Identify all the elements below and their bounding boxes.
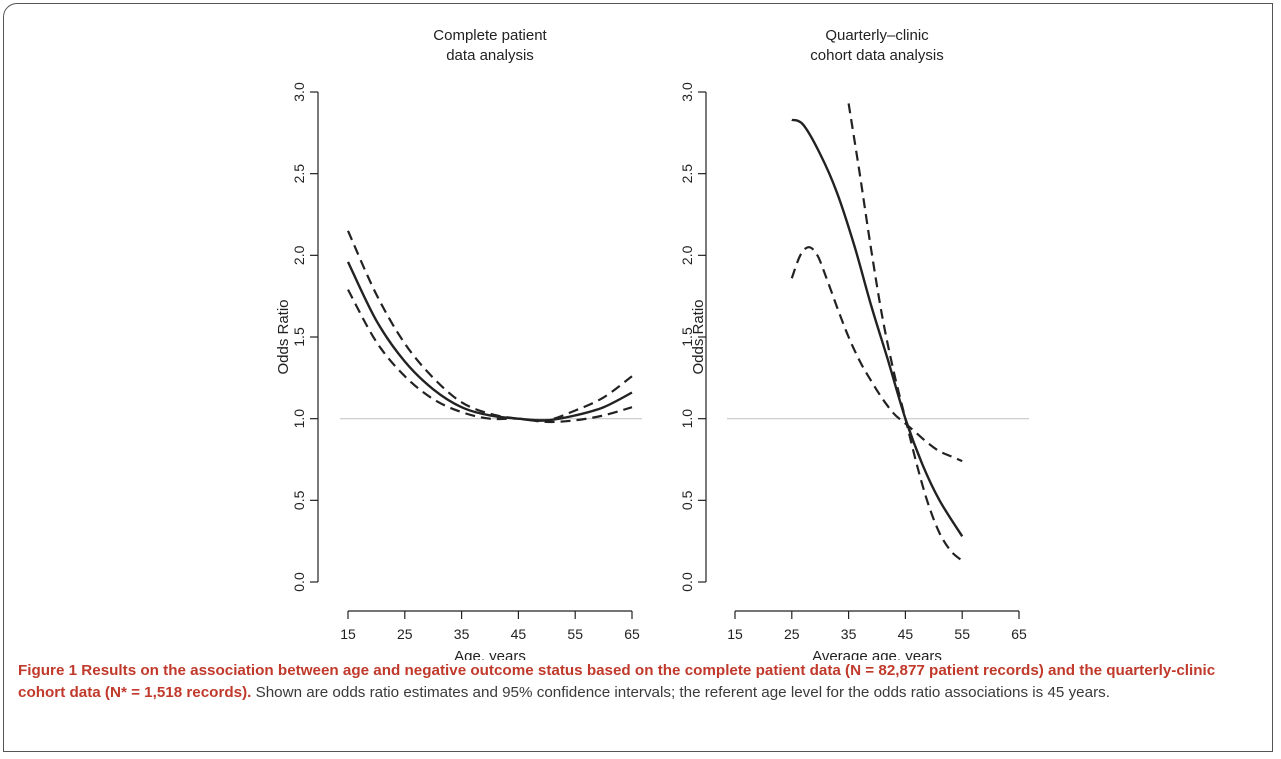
y-tick-label: 1.0: [679, 409, 695, 429]
x-tick-label: 65: [1011, 626, 1027, 642]
ci-line-1: [346, 230, 633, 422]
y-tick-label: 2.5: [679, 164, 695, 184]
ci-line-2: [347, 289, 633, 424]
panel-1: Complete patient data analysis 0.0 0.5 1.0 1.…: [275, 27, 642, 660]
panel-title-line: cohort data analysis: [810, 47, 943, 64]
panel-title-line: Quarterly–clinic: [825, 27, 929, 44]
figure-caption: Figure 1 Results on the association betw…: [18, 660, 1263, 704]
x-tick-label: 45: [511, 626, 527, 642]
x-axis-label: Age, years: [454, 648, 526, 660]
y-tick-label: 1.5: [679, 327, 695, 347]
panel-title-line: Complete patient: [433, 27, 547, 44]
y-tick-label: 0.5: [291, 490, 307, 510]
x-tick-label: 65: [624, 626, 640, 642]
x-tick-label: 45: [898, 626, 914, 642]
y-tick-label: 2.0: [679, 245, 695, 265]
x-tick-label: 15: [727, 626, 743, 642]
ci-line-1: [847, 103, 963, 562]
caption-text: Shown are odds ratio estimates and 95% c…: [251, 684, 1110, 701]
x-tick-label: 25: [397, 626, 413, 642]
y-tick-label: 2.5: [291, 164, 307, 184]
panel-title-line: data analysis: [446, 47, 534, 64]
y-tick-label: 3.0: [679, 82, 695, 102]
y-tick-label: 2.0: [291, 245, 307, 265]
y-tick-label: 0.0: [291, 572, 307, 592]
y-tick-label: 3.0: [291, 82, 307, 102]
x-tick-label: 55: [567, 626, 583, 642]
figure-frame: [3, 3, 1273, 752]
y-axis-label: Odds Ratio: [275, 299, 292, 374]
panel-2: Quarterly–clinic cohort data analysis 0.0 0…: [679, 27, 1029, 660]
x-tick-label: 35: [841, 626, 857, 642]
y-tick-label: 1.0: [291, 409, 307, 429]
x-tick-label: 25: [784, 626, 800, 642]
x-tick-label: 55: [954, 626, 970, 642]
estimate-line: [346, 261, 633, 422]
y-tick-label: 1.5: [291, 327, 307, 347]
figure-chart: Complete patient data analysis 0.0 0.5 1.0 1.…: [275, 27, 1029, 660]
caption-title: Figure 1 Results on the association betw…: [18, 662, 1216, 701]
x-axis-label: Average age, years: [812, 648, 942, 660]
y-tick-label: 0.5: [679, 490, 695, 510]
x-tick-label: 35: [454, 626, 470, 642]
y-axis-label: Odds Ratio: [690, 299, 707, 374]
estimate-line: [791, 118, 964, 537]
x-tick-label: 15: [340, 626, 356, 642]
y-tick-label: 0.0: [679, 572, 695, 592]
ci-line-2: [790, 246, 963, 463]
